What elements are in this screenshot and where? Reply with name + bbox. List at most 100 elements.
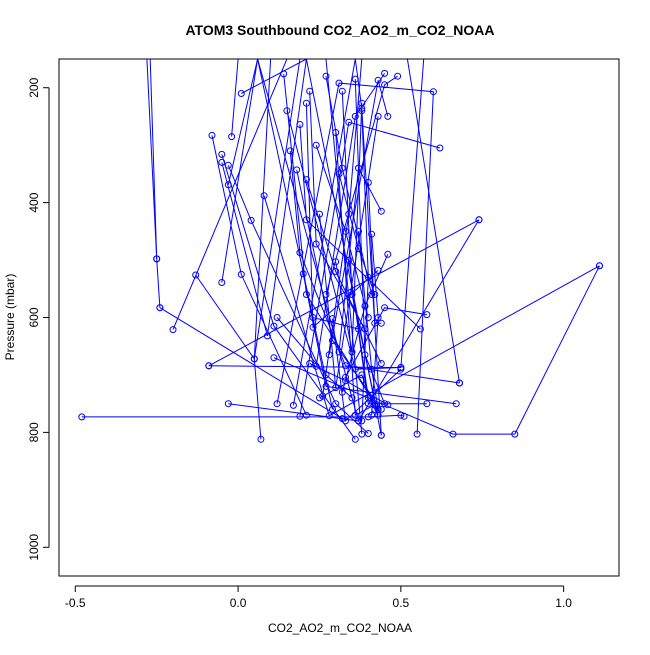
data-point-43-0 — [338, 87, 346, 95]
x-tick-label-0: -0.5 — [65, 596, 86, 610]
data-point-41-0 — [329, 315, 336, 323]
data-point-20-0 — [273, 400, 281, 408]
series-line-52 — [276, 317, 353, 399]
data-point-23-0 — [286, 147, 294, 155]
series-line-50 — [319, 374, 376, 410]
data-point-55-1 — [342, 227, 349, 235]
series-line-31 — [319, 116, 379, 388]
data-point-23-3 — [456, 379, 463, 387]
data-point-45-0 — [355, 227, 362, 235]
series-line-33 — [325, 75, 398, 295]
series-line-43 — [341, 91, 379, 416]
data-point-7-0 — [218, 150, 226, 158]
data-point-18-1 — [325, 412, 333, 420]
data-point-37-2 — [377, 207, 385, 215]
series-line-2 — [81, 414, 405, 418]
data-point-19-2 — [511, 430, 519, 438]
y-tick-label-2: 600 — [27, 307, 41, 327]
data-point-51-2 — [364, 394, 372, 402]
data-point-39-1 — [381, 304, 389, 312]
data-point-28-1 — [322, 382, 330, 390]
series-line-55 — [315, 145, 369, 318]
series-line-19 — [273, 265, 600, 435]
data-point-6-2 — [302, 411, 310, 419]
data-point-20-2 — [429, 88, 437, 96]
y-tick-label-4: 1000 — [27, 534, 41, 561]
data-point-15-1 — [355, 417, 362, 425]
y-axis-label: Pressure (mbar) — [3, 274, 17, 361]
data-point-11-0 — [237, 90, 245, 97]
data-point-32-2 — [381, 69, 389, 77]
data-layer — [78, 59, 603, 443]
data-point-5-0 — [192, 271, 200, 279]
data-point-44-0 — [351, 75, 359, 83]
data-point-48-0 — [358, 107, 366, 115]
series-line-17 — [253, 59, 301, 440]
data-point-19-3 — [596, 262, 603, 270]
data-point-52-1 — [322, 371, 330, 379]
data-point-6-1 — [237, 270, 245, 278]
data-point-41-2 — [397, 365, 405, 373]
data-point-27-0 — [296, 412, 304, 420]
data-point-44-2 — [381, 400, 389, 408]
data-point-13-0 — [218, 279, 226, 286]
series-line-30 — [309, 91, 366, 330]
data-point-7-1 — [270, 322, 278, 330]
data-point-17-1 — [250, 355, 258, 363]
data-point-56-0 — [322, 72, 330, 80]
data-point-16-1 — [475, 216, 483, 224]
data-point-54-2 — [377, 360, 385, 367]
x-tick-label-1: 0.0 — [230, 596, 247, 610]
data-point-49-0 — [306, 360, 314, 367]
data-point-22-0 — [289, 401, 297, 409]
data-point-13-2 — [329, 405, 336, 413]
data-point-56-2 — [368, 291, 376, 298]
series-line-42 — [335, 132, 376, 417]
series-line-39 — [345, 307, 427, 378]
data-point-52-2 — [348, 394, 356, 402]
data-point-2-0 — [78, 413, 86, 421]
series-line-9 — [227, 165, 369, 434]
data-point-32-1 — [351, 112, 359, 120]
series-line-21 — [286, 110, 401, 370]
series-line-7 — [221, 154, 356, 440]
chart-title: ATOM3 Southbound CO2_AO2_m_CO2_NOAA — [185, 22, 494, 38]
series-line-6 — [211, 135, 307, 416]
series-line-12 — [227, 59, 359, 422]
data-point-45-2 — [374, 405, 382, 413]
data-point-54-1 — [332, 268, 340, 275]
series-line-46 — [367, 182, 382, 324]
data-point-43-1 — [348, 291, 356, 298]
series-line-25 — [296, 169, 382, 410]
data-point-7-2 — [351, 435, 359, 443]
data-point-22-3 — [377, 431, 385, 439]
data-point-10-3 — [358, 430, 366, 438]
data-point-27-1 — [345, 118, 353, 126]
series-line-56 — [325, 76, 373, 295]
series-line-22 — [292, 59, 382, 436]
series-line-34 — [328, 80, 389, 355]
data-point-25-0 — [293, 166, 301, 174]
data-point-20-3 — [413, 430, 421, 438]
data-point-46-2 — [377, 319, 385, 327]
series-line-45 — [358, 231, 379, 410]
data-point-40-0 — [345, 256, 353, 264]
series-line-1 — [149, 59, 158, 259]
data-point-33-0 — [322, 291, 330, 298]
data-point-26-0 — [296, 121, 304, 128]
series-line-3 — [159, 307, 343, 420]
data-point-17-0 — [257, 435, 265, 443]
x-tick-label-3: 1.0 — [555, 596, 572, 610]
data-point-28-2 — [452, 400, 460, 408]
data-point-23-2 — [342, 362, 349, 370]
data-point-9-2 — [332, 400, 340, 408]
data-point-12-0 — [224, 181, 232, 189]
y-axis: 200 400 600 800 1000 — [27, 77, 50, 561]
data-point-46-0 — [364, 179, 372, 186]
data-point-49-2 — [384, 401, 392, 409]
data-point-34-1 — [374, 76, 382, 84]
series-line-18 — [263, 195, 600, 417]
data-point-50-0 — [316, 394, 323, 402]
x-tick-label-2: 0.5 — [393, 596, 410, 610]
